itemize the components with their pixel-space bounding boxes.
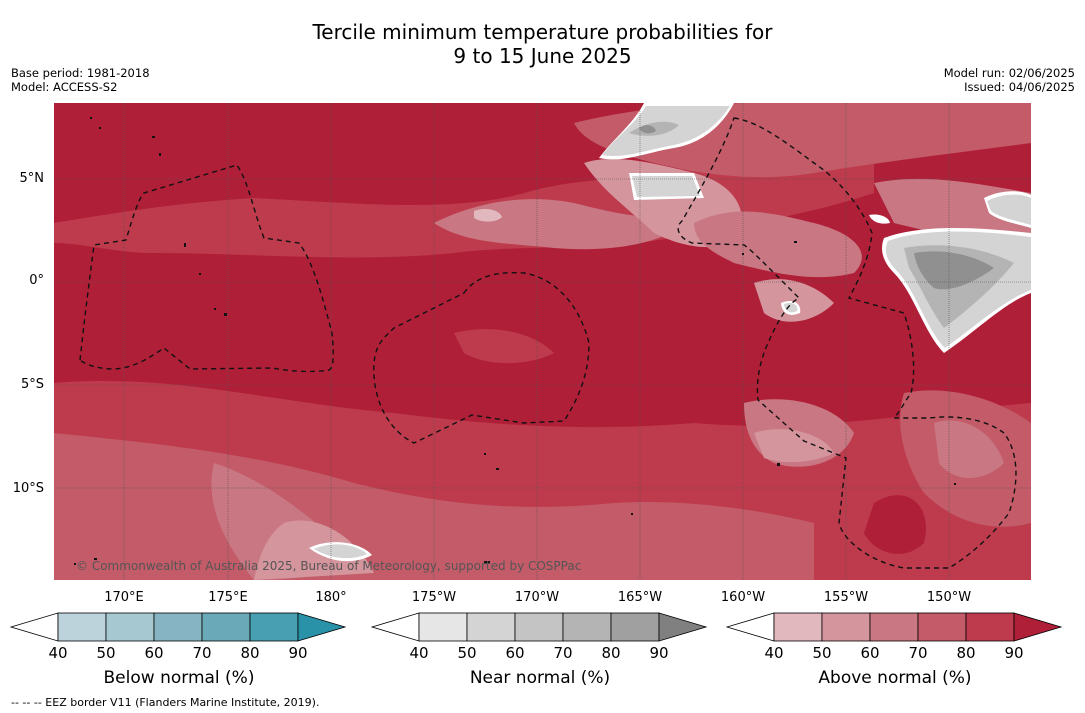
colorbar-under-triangle bbox=[10, 612, 59, 642]
colorbar-over-triangle bbox=[1013, 612, 1063, 642]
colorbar-segment bbox=[57, 612, 107, 642]
colorbar-tick-label: 50 bbox=[96, 644, 116, 662]
colorbar-segment bbox=[869, 612, 919, 642]
colorbar-tick-label: 90 bbox=[649, 644, 669, 662]
metadata-right: Model run: 02/06/2025 Issued: 04/06/2025 bbox=[944, 66, 1075, 94]
colorbar-tick-label: 80 bbox=[601, 644, 621, 662]
colorbar-tick-label: 50 bbox=[812, 644, 832, 662]
colorbar-tick-label: 40 bbox=[764, 644, 784, 662]
colorbar-segment bbox=[965, 612, 1015, 642]
title-line-2: 9 to 15 June 2025 bbox=[453, 44, 632, 68]
colorbar-tick-label: 70 bbox=[192, 644, 212, 662]
lon-label-180: 180° bbox=[315, 590, 347, 605]
colorbar-under-triangle bbox=[726, 612, 775, 642]
near-normal-shading bbox=[309, 103, 1031, 562]
colorbar-segment bbox=[562, 612, 612, 642]
colorbar-tick-label: 50 bbox=[457, 644, 477, 662]
lon-label-175w: 175°W bbox=[411, 590, 457, 605]
above-normal-label: Above normal (%) bbox=[818, 668, 972, 688]
colorbar-segment bbox=[201, 612, 251, 642]
lon-label-150w: 150°W bbox=[926, 590, 972, 605]
model-run: Model run: 02/06/2025 bbox=[943, 66, 1075, 80]
colorbar-tick-label: 60 bbox=[144, 644, 164, 662]
lon-label-155w: 155°W bbox=[823, 590, 869, 605]
base-period: Base period: 1981-2018 bbox=[11, 66, 150, 80]
probability-map: © Commonwealth of Australia 2025, Bureau… bbox=[54, 103, 1031, 580]
colorbar-over-triangle bbox=[297, 612, 347, 642]
colorbar-tick-label: 60 bbox=[860, 644, 880, 662]
lon-label-175e: 175°E bbox=[208, 590, 248, 605]
colorbar-tick-label: 90 bbox=[1004, 644, 1024, 662]
below-normal-label: Below normal (%) bbox=[103, 668, 255, 688]
islands bbox=[74, 117, 956, 565]
colorbar-tick-label: 60 bbox=[505, 644, 525, 662]
colorbar-segment bbox=[821, 612, 871, 642]
colorbar-near-normal bbox=[371, 612, 708, 642]
lat-label-5n: 5°N bbox=[19, 171, 45, 186]
colorbar-segment bbox=[514, 612, 564, 642]
colorbar-segment bbox=[153, 612, 203, 642]
metadata-left: Base period: 1981-2018 Model: ACCESS-S2 bbox=[11, 66, 150, 94]
colorbar-above-normal bbox=[726, 612, 1063, 642]
lat-label-5s: 5°S bbox=[20, 377, 44, 392]
colorbar-tick-label: 90 bbox=[288, 644, 308, 662]
graticule bbox=[54, 103, 1031, 580]
colorbar-segment bbox=[917, 612, 967, 642]
colorbar-segment bbox=[105, 612, 155, 642]
colorbar-segment bbox=[418, 612, 468, 642]
issued-date: Issued: 04/06/2025 bbox=[964, 80, 1075, 94]
lat-label-0: 0° bbox=[29, 273, 44, 288]
colorbar-segment bbox=[773, 612, 823, 642]
colorbar-under-triangle bbox=[371, 612, 420, 642]
colorbar-tick-label: 40 bbox=[48, 644, 68, 662]
colorbar-tick-label: 80 bbox=[240, 644, 260, 662]
model-name: Model: ACCESS-S2 bbox=[11, 80, 118, 94]
eez-footnote: -- -- -- EEZ border V11 (Flanders Marine… bbox=[11, 696, 320, 709]
colorbar-below-normal bbox=[10, 612, 347, 642]
colorbar-segment bbox=[610, 612, 660, 642]
colorbar-segment bbox=[466, 612, 516, 642]
lon-label-160w: 160°W bbox=[720, 590, 766, 605]
colorbar-tick-label: 40 bbox=[409, 644, 429, 662]
lat-label-10s: 10°S bbox=[12, 481, 44, 496]
colorbar-tick-label: 80 bbox=[956, 644, 976, 662]
colorbar-segment bbox=[249, 612, 299, 642]
lon-label-170w: 170°W bbox=[514, 590, 560, 605]
copyright-notice: © Commonwealth of Australia 2025, Bureau… bbox=[76, 559, 581, 573]
title-line-1: Tercile minimum temperature probabilitie… bbox=[312, 20, 773, 44]
colorbar-tick-label: 70 bbox=[908, 644, 928, 662]
eez-borders bbox=[79, 117, 1017, 569]
colorbar-over-triangle bbox=[658, 612, 708, 642]
lon-label-165w: 165°W bbox=[617, 590, 663, 605]
colorbar-tick-label: 70 bbox=[553, 644, 573, 662]
lon-label-170e: 170°E bbox=[104, 590, 144, 605]
near-normal-label: Near normal (%) bbox=[469, 668, 611, 688]
map-title: Tercile minimum temperature probabilitie… bbox=[0, 20, 1085, 68]
